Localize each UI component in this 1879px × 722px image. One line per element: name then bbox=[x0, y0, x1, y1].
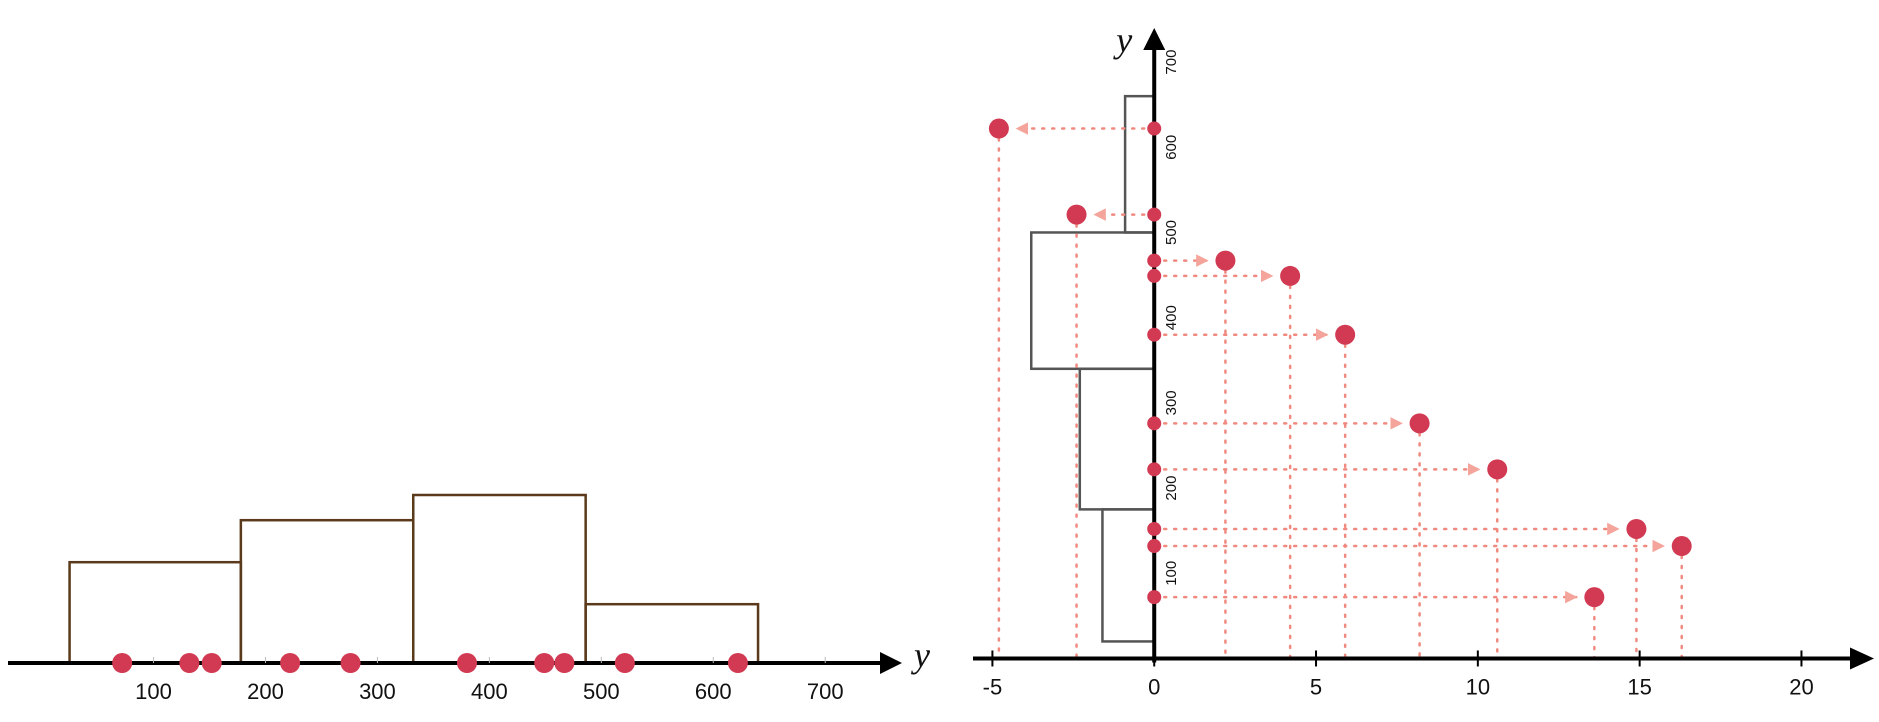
x-tick-label: 600 bbox=[695, 679, 732, 704]
x-tick-label: 500 bbox=[583, 679, 620, 704]
x-tick-label: 15 bbox=[1627, 674, 1651, 699]
y-axis-arrowhead bbox=[1143, 28, 1166, 50]
y-axis-data-point bbox=[1147, 207, 1162, 222]
histogram-bin bbox=[1078, 367, 1156, 511]
transformed-data-point bbox=[1215, 250, 1236, 271]
transformed-data-point bbox=[1335, 324, 1356, 345]
transformed-data-point bbox=[1626, 518, 1647, 539]
right-transform-chart: -5 0 5 10 15 20 100 200 300 400 500 600 700 y bbox=[973, 20, 1874, 699]
x-tick-label: 10 bbox=[1466, 674, 1490, 699]
data-point bbox=[534, 653, 555, 673]
transformed-data-point bbox=[1409, 413, 1430, 434]
transformed-data-point bbox=[1487, 459, 1508, 480]
y-axis-data-point bbox=[1147, 590, 1162, 605]
y-axis-data-point bbox=[1147, 416, 1162, 431]
histogram-bin bbox=[584, 602, 760, 665]
x-tick-label: 200 bbox=[247, 679, 284, 704]
y-tick-label: 600 bbox=[1163, 135, 1180, 160]
y-axis-data-point bbox=[1147, 327, 1162, 342]
data-point bbox=[340, 653, 361, 673]
transformed-data-point bbox=[1066, 204, 1087, 225]
x-tick-label: 700 bbox=[807, 679, 844, 704]
y-tick-label: 300 bbox=[1163, 390, 1180, 415]
transformed-data-point bbox=[1584, 587, 1605, 608]
x-axis-title: y bbox=[911, 635, 930, 675]
x-tick-label: 300 bbox=[359, 679, 396, 704]
data-point bbox=[554, 653, 575, 673]
y-axis-data-point bbox=[1147, 521, 1162, 536]
y-axis-title: y bbox=[1113, 20, 1132, 60]
x-tick-label: 400 bbox=[471, 679, 508, 704]
x-tick-label: 20 bbox=[1789, 674, 1813, 699]
x-axis-arrowhead bbox=[1850, 647, 1874, 670]
x-axis-arrowhead bbox=[880, 652, 902, 674]
y-tick-label: 400 bbox=[1163, 305, 1180, 330]
y-axis-data-point bbox=[1147, 121, 1162, 136]
histogram-bin bbox=[68, 560, 243, 665]
y-axis-data-point bbox=[1147, 268, 1162, 283]
y-axis-data-point bbox=[1147, 253, 1162, 268]
transformed-data-point bbox=[1671, 536, 1692, 557]
data-point bbox=[456, 653, 477, 673]
transformed-data-point bbox=[1280, 265, 1301, 286]
histogram-bin bbox=[412, 493, 587, 665]
data-point bbox=[727, 653, 748, 673]
data-point bbox=[201, 653, 222, 673]
histogram-bin bbox=[239, 518, 415, 665]
transformed-data-point bbox=[988, 118, 1009, 139]
data-point bbox=[280, 653, 301, 673]
y-tick-label: 100 bbox=[1163, 561, 1180, 586]
y-tick-label: 500 bbox=[1163, 220, 1180, 245]
histogram-bin bbox=[1101, 508, 1156, 643]
left-histogram-chart: 100 200 300 400 500 600 700 y bbox=[8, 493, 930, 704]
data-point bbox=[179, 653, 200, 673]
y-tick-label: 700 bbox=[1163, 50, 1180, 75]
x-tick-label: 0 bbox=[1148, 674, 1160, 699]
data-point bbox=[112, 653, 133, 673]
x-tick-label: 100 bbox=[135, 679, 172, 704]
data-point bbox=[614, 653, 635, 673]
x-tick-label: 5 bbox=[1310, 674, 1322, 699]
histogram-bin bbox=[1030, 231, 1156, 371]
y-axis-data-point bbox=[1147, 539, 1162, 554]
y-axis-data-point bbox=[1147, 462, 1162, 477]
x-tick-label: -5 bbox=[983, 674, 1003, 699]
y-tick-label: 200 bbox=[1163, 476, 1180, 501]
